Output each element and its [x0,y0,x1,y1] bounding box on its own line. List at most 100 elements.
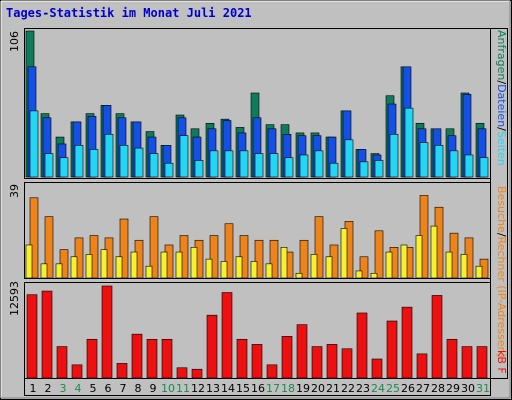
bar-top-seiten-1 [29,110,39,178]
bar-top-seiten-28 [434,145,444,178]
x-tick-label-5: 5 [90,382,97,395]
bar-top-seiten-14 [224,150,234,178]
bar-bottom-kb-8 [131,333,143,379]
bar-bottom-kb-13 [206,314,218,379]
bar-mid-rechner-30 [460,254,468,279]
bar-top-seiten-25 [389,134,399,178]
legend-seiten: Seiten [495,130,508,166]
page-title: Tages-Statistik im Monat Juli 2021 [6,6,252,20]
bar-bottom-kb-15 [236,338,248,379]
x-tick-label-22: 22 [341,382,355,395]
x-tick-label-19: 19 [296,382,310,395]
bar-bottom-kb-24 [371,358,383,379]
bar-top-seiten-10 [164,162,174,178]
x-tick-label-18: 18 [281,382,295,395]
legend-top: Anfragen/Dateien/Seiten [495,30,508,166]
bar-mid-rechner-29 [445,251,453,279]
bar-top-seiten-16 [254,153,264,178]
bar-top-seiten-11 [179,135,189,178]
bar-top-seiten-4 [74,145,84,178]
bar-bottom-kb-22 [341,348,353,379]
legend-anfragen: Anfragen [495,30,508,81]
x-tick-label-7: 7 [120,382,127,395]
bar-top-seiten-17 [269,153,279,178]
x-tick-label-29: 29 [446,382,460,395]
bar-top-seiten-20 [314,150,324,178]
x-tick-label-14: 14 [221,382,235,395]
bar-top-seiten-2 [44,153,54,178]
y-max-label-bottom: 12593 [8,281,21,316]
bar-mid-rechner-9 [145,265,153,279]
bar-mid-rechner-17 [265,263,273,279]
bar-mid-besuche-1 [29,197,39,279]
bar-bottom-kb-6 [101,285,113,379]
bar-mid-rechner-12 [190,247,198,279]
bar-mid-besuche-7 [119,218,129,279]
x-tick-label-8: 8 [135,382,142,395]
x-tick-label-31: 31 [476,382,490,395]
bar-top-seiten-24 [374,160,384,178]
bar-mid-rechner-27 [415,235,423,279]
bar-mid-rechner-18 [280,247,288,279]
legend-panel [490,28,508,379]
bar-mid-rechner-2 [40,263,48,279]
bar-mid-besuche-16 [254,239,264,279]
bar-mid-besuche-9 [149,216,159,279]
bar-mid-besuche-17 [269,239,279,279]
bar-top-seiten-7 [119,145,129,178]
bar-bottom-kb-9 [146,338,158,379]
bar-bottom-kb-4 [71,364,83,379]
bar-mid-rechner-8 [130,251,138,279]
bar-bottom-kb-19 [296,324,308,379]
bar-mid-rechner-10 [160,251,168,279]
x-tick-label-30: 30 [461,382,475,395]
bar-bottom-kb-5 [86,338,98,379]
bar-bottom-kb-17 [266,364,278,379]
legend-rechner: Rechner (IP-Adressen) [495,236,508,358]
legend-dateien: Dateien [495,84,508,128]
bar-top-seiten-19 [299,154,309,178]
bar-mid-rechner-23 [355,270,363,279]
x-tick-label-13: 13 [206,382,220,395]
bar-mid-rechner-26 [400,244,408,279]
bar-top-seiten-13 [209,150,219,178]
bar-mid-rechner-4 [70,256,78,279]
bar-bottom-kb-21 [326,344,338,379]
bar-top-seiten-31 [479,157,489,178]
bar-top-seiten-15 [239,150,249,178]
bar-mid-rechner-21 [325,256,333,279]
chart-marks: 1 2 3 4 5 6 7 8 9 10 11 12 13 14 15 16 17 18 19 20 21 22 23 24 2… [25,30,490,395]
x-tick-label-6: 6 [105,382,112,395]
x-tick-label-2: 2 [45,382,52,395]
bar-bottom-kb-3 [56,346,68,379]
bar-bottom-kb-29 [446,338,458,379]
bar-bottom-kb-7 [116,363,128,379]
x-tick-label-3: 3 [60,382,67,395]
bar-bottom-kb-10 [161,338,173,379]
x-tick-label-20: 20 [311,382,325,395]
bar-top-seiten-23 [359,161,369,178]
bar-mid-rechner-28 [430,225,438,279]
bar-mid-rechner-14 [220,261,228,279]
bar-mid-rechner-3 [55,263,63,279]
bar-mid-besuche-20 [314,216,324,279]
bar-bottom-kb-30 [461,346,473,379]
bar-bottom-kb-26 [401,306,413,379]
x-tick-label-17: 17 [266,382,280,395]
bar-top-seiten-29 [449,150,459,178]
bar-top-seiten-6 [104,134,114,178]
bar-mid-besuche-13 [209,235,219,279]
bar-mid-besuche-2 [44,216,54,279]
bar-bottom-kb-1 [26,294,38,379]
x-tick-label-1: 1 [30,382,37,395]
bar-bottom-kb-11 [176,367,188,379]
bar-mid-rechner-16 [250,261,258,279]
bar-bottom-kb-28 [431,295,443,379]
x-tick-label-27: 27 [416,382,430,395]
bar-top-seiten-8 [134,147,144,178]
bar-bottom-kb-16 [251,344,263,379]
bar-bottom-kb-2 [41,290,53,379]
x-axis-panel [24,378,491,396]
bar-mid-besuche-24 [374,230,384,279]
bar-top-seiten-3 [59,157,69,178]
